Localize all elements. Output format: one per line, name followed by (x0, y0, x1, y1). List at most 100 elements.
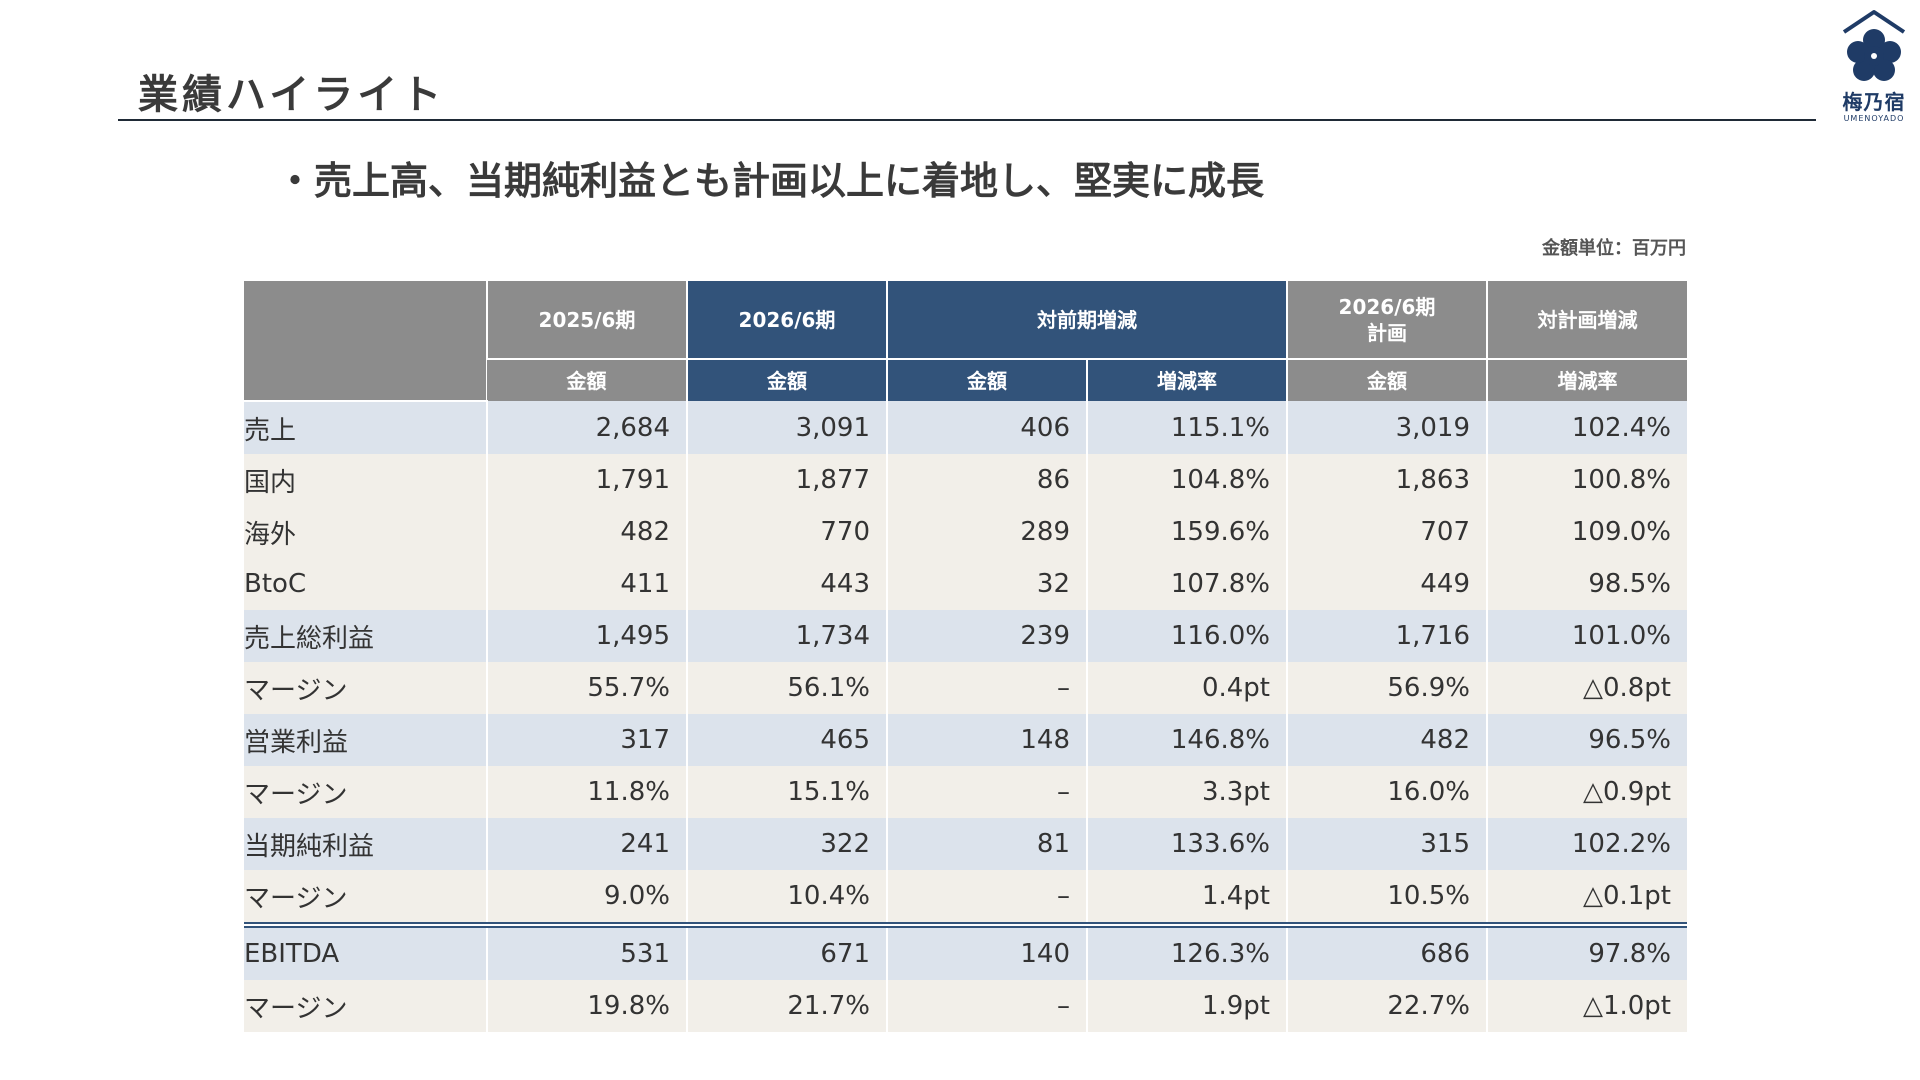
cell-value: 9.0% (486, 870, 687, 925)
subheader-amount: 金額 (686, 359, 887, 401)
header-plan: 2026/6期 計画 (1286, 281, 1487, 360)
row-label: 売上総利益 (244, 610, 487, 662)
cell-value: – (886, 662, 1087, 714)
table-row: EBITDA 531 671 140 126.3% 686 97.8% (244, 922, 1687, 980)
subheader-amount: 金額 (487, 359, 687, 401)
row-label: EBITDA (244, 922, 487, 980)
cell-value: 104.8% (1086, 454, 1287, 506)
row-label: 営業利益 (244, 714, 487, 766)
cell-value: 411 (486, 558, 687, 610)
cell-value: – (886, 766, 1087, 818)
headline: ・売上高、当期純利益とも計画以上に着地し、堅実に成長 (276, 159, 1265, 203)
cell-value: 449 (1286, 558, 1487, 610)
header-plan-line1: 2026/6期 (1338, 294, 1436, 319)
cell-value: 133.6% (1086, 818, 1287, 870)
cell-value: 15.1% (686, 766, 887, 818)
cell-value: 0.4pt (1086, 662, 1287, 714)
header-vs-plan: 対計画増減 (1486, 281, 1687, 360)
cell-value: 10.5% (1286, 870, 1487, 925)
cell-value: 116.0% (1086, 610, 1287, 662)
cell-value: 107.8% (1086, 558, 1287, 610)
cell-value: △0.8pt (1486, 662, 1687, 714)
cell-value: 19.8% (486, 980, 687, 1032)
table-row: マージン 55.7% 56.1% – 0.4pt 56.9% △0.8pt (244, 662, 1687, 714)
cell-value: 1,791 (486, 454, 687, 506)
cell-value: 81 (886, 818, 1087, 870)
cell-value: 101.0% (1486, 610, 1687, 662)
cell-value: 86 (886, 454, 1087, 506)
table-row: マージン 19.8% 21.7% – 1.9pt 22.7% △1.0pt (244, 980, 1687, 1032)
cell-value: 96.5% (1486, 714, 1687, 766)
cell-value: 1.9pt (1086, 980, 1287, 1032)
cell-value: 126.3% (1086, 922, 1287, 980)
cell-value: 16.0% (1286, 766, 1487, 818)
cell-value: 1,877 (686, 454, 887, 506)
cell-value: △0.1pt (1486, 870, 1687, 925)
cell-value: 1.4pt (1086, 870, 1287, 925)
header-fy2026: 2026/6期 (686, 281, 887, 360)
cell-value: 315 (1286, 818, 1487, 870)
cell-value: 102.2% (1486, 818, 1687, 870)
cell-value: 102.4% (1486, 401, 1687, 454)
cell-value: 289 (886, 506, 1087, 558)
table-row: BtoC 411 443 32 107.8% 449 98.5% (244, 558, 1687, 610)
title-divider (118, 119, 1816, 121)
cell-value: 241 (486, 818, 687, 870)
cell-value: 32 (886, 558, 1087, 610)
table-row: マージン 9.0% 10.4% – 1.4pt 10.5% △0.1pt (244, 870, 1687, 925)
row-label: マージン (244, 766, 487, 818)
cell-value: 465 (686, 714, 887, 766)
subheader-change-rate: 増減率 (1086, 359, 1287, 401)
row-label: マージン (244, 980, 487, 1032)
header-plan-line2: 計画 (1367, 320, 1407, 345)
cell-value: 1,716 (1286, 610, 1487, 662)
cell-value: 148 (886, 714, 1087, 766)
cell-value: 707 (1286, 506, 1487, 558)
cell-value: 1,734 (686, 610, 887, 662)
table-row: 海外 482 770 289 159.6% 707 109.0% (244, 506, 1687, 558)
cell-value: △1.0pt (1486, 980, 1687, 1032)
table-row: 売上総利益 1,495 1,734 239 116.0% 1,716 101.0… (244, 610, 1687, 662)
cell-value: △0.9pt (1486, 766, 1687, 818)
cell-value: 686 (1286, 922, 1487, 980)
cell-value: 406 (886, 401, 1087, 454)
logo-wordmark: 梅乃宿 (1842, 90, 1906, 114)
company-logo: 梅乃宿 UMENOYADO (1838, 8, 1910, 126)
row-label: 当期純利益 (244, 818, 487, 870)
header-yoy: 対前期増減 (886, 281, 1287, 360)
cell-value: 770 (686, 506, 887, 558)
cell-value: 22.7% (1286, 980, 1487, 1032)
table-row: 売上 2,684 3,091 406 115.1% 3,019 102.4% (244, 401, 1687, 454)
cell-value: 10.4% (686, 870, 887, 925)
cell-value: 1,863 (1286, 454, 1487, 506)
logo-roman-text: UMENOYADO (1843, 114, 1905, 123)
plum-blossom-house-icon (1842, 10, 1906, 81)
cell-value: 98.5% (1486, 558, 1687, 610)
cell-value: 239 (886, 610, 1087, 662)
unit-note: 金額単位：百万円 (1542, 238, 1686, 259)
subheader-amount: 金額 (1286, 359, 1487, 401)
cell-value: 531 (486, 922, 687, 980)
row-label: マージン (244, 662, 487, 714)
cell-value: 56.1% (686, 662, 887, 714)
table-row: マージン 11.8% 15.1% – 3.3pt 16.0% △0.9pt (244, 766, 1687, 818)
cell-value: 3,091 (686, 401, 887, 454)
cell-value: 159.6% (1086, 506, 1287, 558)
cell-value: 482 (1286, 714, 1487, 766)
row-label: BtoC (244, 558, 487, 610)
cell-value: 443 (686, 558, 887, 610)
header-corner (244, 281, 487, 402)
subheader-change-rate: 増減率 (1486, 359, 1687, 401)
cell-value: – (886, 870, 1087, 925)
cell-value: 100.8% (1486, 454, 1687, 506)
cell-value: 1,495 (486, 610, 687, 662)
cell-value: 3.3pt (1086, 766, 1287, 818)
cell-value: 97.8% (1486, 922, 1687, 980)
cell-value: 11.8% (486, 766, 687, 818)
table-row: 営業利益 317 465 148 146.8% 482 96.5% (244, 714, 1687, 766)
cell-value: 109.0% (1486, 506, 1687, 558)
table-row: 当期純利益 241 322 81 133.6% 315 102.2% (244, 818, 1687, 870)
header-fy2025: 2025/6期 (486, 281, 687, 360)
cell-value: – (886, 980, 1087, 1032)
cell-value: 115.1% (1086, 401, 1287, 454)
